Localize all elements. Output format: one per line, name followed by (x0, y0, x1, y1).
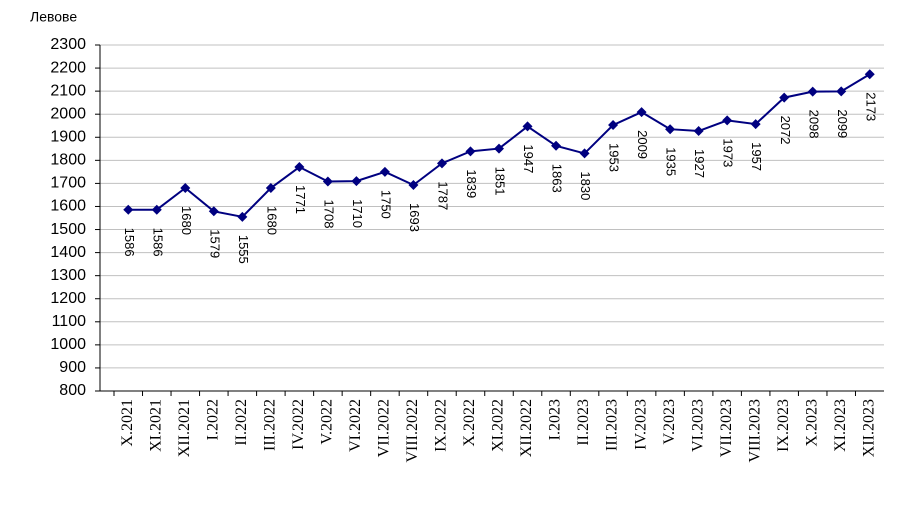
x-tick-label: V.2022 (319, 399, 336, 445)
marker (722, 115, 733, 126)
marker (436, 158, 447, 169)
value-label: 2009 (635, 130, 650, 159)
x-tick-label: VI.2023 (689, 399, 706, 452)
value-label: 1586 (122, 228, 137, 257)
y-tick-label: 2300 (50, 36, 86, 53)
x-tick-label: II.2022 (233, 399, 250, 446)
y-tick-label: 1700 (50, 175, 86, 192)
value-label: 1555 (236, 235, 251, 264)
x-tick-label: XI.2023 (832, 399, 849, 452)
x-tick-label: VIII.2023 (746, 399, 763, 463)
y-tick-label: 1100 (52, 313, 87, 330)
marker (294, 162, 305, 173)
y-tick-label: 1000 (50, 336, 86, 353)
x-tick-label: I.2022 (204, 399, 221, 440)
marker (265, 183, 276, 194)
value-label: 1579 (207, 229, 222, 258)
y-tick-label: 1600 (50, 198, 86, 215)
value-label: 1693 (407, 203, 422, 232)
x-tick-label: XI.2022 (490, 399, 507, 452)
y-tick-label: 1800 (50, 152, 86, 169)
marker (151, 204, 162, 215)
x-tick-label: V.2023 (661, 399, 678, 445)
x-tick-label: I.2023 (547, 399, 564, 440)
value-label: 1953 (607, 143, 622, 172)
marker (665, 124, 676, 135)
marker (522, 121, 533, 132)
marker (779, 92, 790, 103)
value-label: 1680 (264, 206, 279, 235)
marker (180, 183, 191, 194)
marker (465, 146, 476, 157)
value-label: 1927 (692, 149, 707, 178)
y-tick-label: 900 (59, 359, 86, 376)
x-tick-label: III.2022 (262, 399, 279, 451)
y-tick-label: 1200 (50, 290, 86, 307)
marker (693, 126, 704, 137)
y-tick-label: 1900 (50, 128, 86, 145)
marker (237, 211, 248, 222)
value-label: 1863 (550, 164, 565, 193)
value-label: 2072 (778, 116, 793, 145)
value-label: 1947 (521, 144, 536, 173)
marker (579, 148, 590, 159)
y-tick-label: 2200 (50, 59, 86, 76)
value-label: 1586 (150, 228, 165, 257)
x-tick-label: II.2023 (575, 399, 592, 446)
value-label: 1710 (350, 199, 365, 228)
x-tick-label: XII.2021 (176, 399, 193, 457)
value-label: 1708 (321, 200, 336, 229)
value-label: 1750 (378, 190, 393, 219)
marker (322, 176, 333, 187)
x-tick-label: IV.2023 (632, 399, 649, 450)
x-tick-label: X.2022 (461, 399, 478, 447)
x-tick-label: X.2021 (119, 399, 136, 447)
x-tick-label: VII.2022 (376, 399, 393, 457)
y-tick-label: 1300 (50, 267, 86, 284)
marker (836, 86, 847, 97)
value-label: 2173 (863, 92, 878, 121)
x-tick-label: III.2023 (604, 399, 621, 451)
y-tick-label: 1500 (50, 221, 86, 238)
y-tick-label: 1400 (50, 244, 86, 261)
x-tick-label: VII.2023 (718, 399, 735, 457)
y-axis-label: Левове (30, 9, 77, 25)
x-tick-label: IX.2023 (775, 399, 792, 452)
value-label: 1973 (721, 138, 736, 167)
marker (608, 120, 619, 131)
marker (807, 86, 818, 97)
x-tick-label: XII.2023 (860, 399, 877, 457)
value-label: 1851 (493, 167, 508, 196)
marker (750, 119, 761, 130)
marker (123, 204, 134, 215)
value-label: 1830 (578, 171, 593, 200)
value-label: 1787 (436, 181, 451, 210)
marker (408, 180, 419, 191)
y-tick-label: 2100 (50, 82, 86, 99)
value-label: 1957 (749, 142, 764, 171)
marker (551, 140, 562, 151)
value-label: 1839 (464, 169, 479, 198)
marker (494, 143, 504, 154)
marker (864, 69, 875, 80)
value-label: 1680 (179, 206, 194, 235)
value-label: 1935 (664, 147, 679, 176)
x-tick-label: VI.2022 (347, 399, 364, 452)
marker (351, 176, 362, 187)
x-tick-label: VIII.2022 (404, 399, 421, 463)
x-tick-label: XII.2022 (518, 399, 535, 457)
y-tick-label: 2000 (50, 105, 86, 122)
value-label: 2098 (806, 110, 821, 139)
y-tick-label: 800 (59, 382, 86, 399)
x-tick-label: X.2023 (803, 399, 820, 447)
marker (636, 107, 647, 118)
marker (208, 206, 219, 217)
x-tick-label: IX.2022 (433, 399, 450, 452)
value-label: 2099 (835, 109, 850, 138)
marker (379, 166, 390, 177)
x-tick-label: XI.2021 (147, 399, 164, 452)
value-label: 1771 (293, 185, 308, 214)
x-tick-label: IV.2022 (290, 399, 307, 450)
